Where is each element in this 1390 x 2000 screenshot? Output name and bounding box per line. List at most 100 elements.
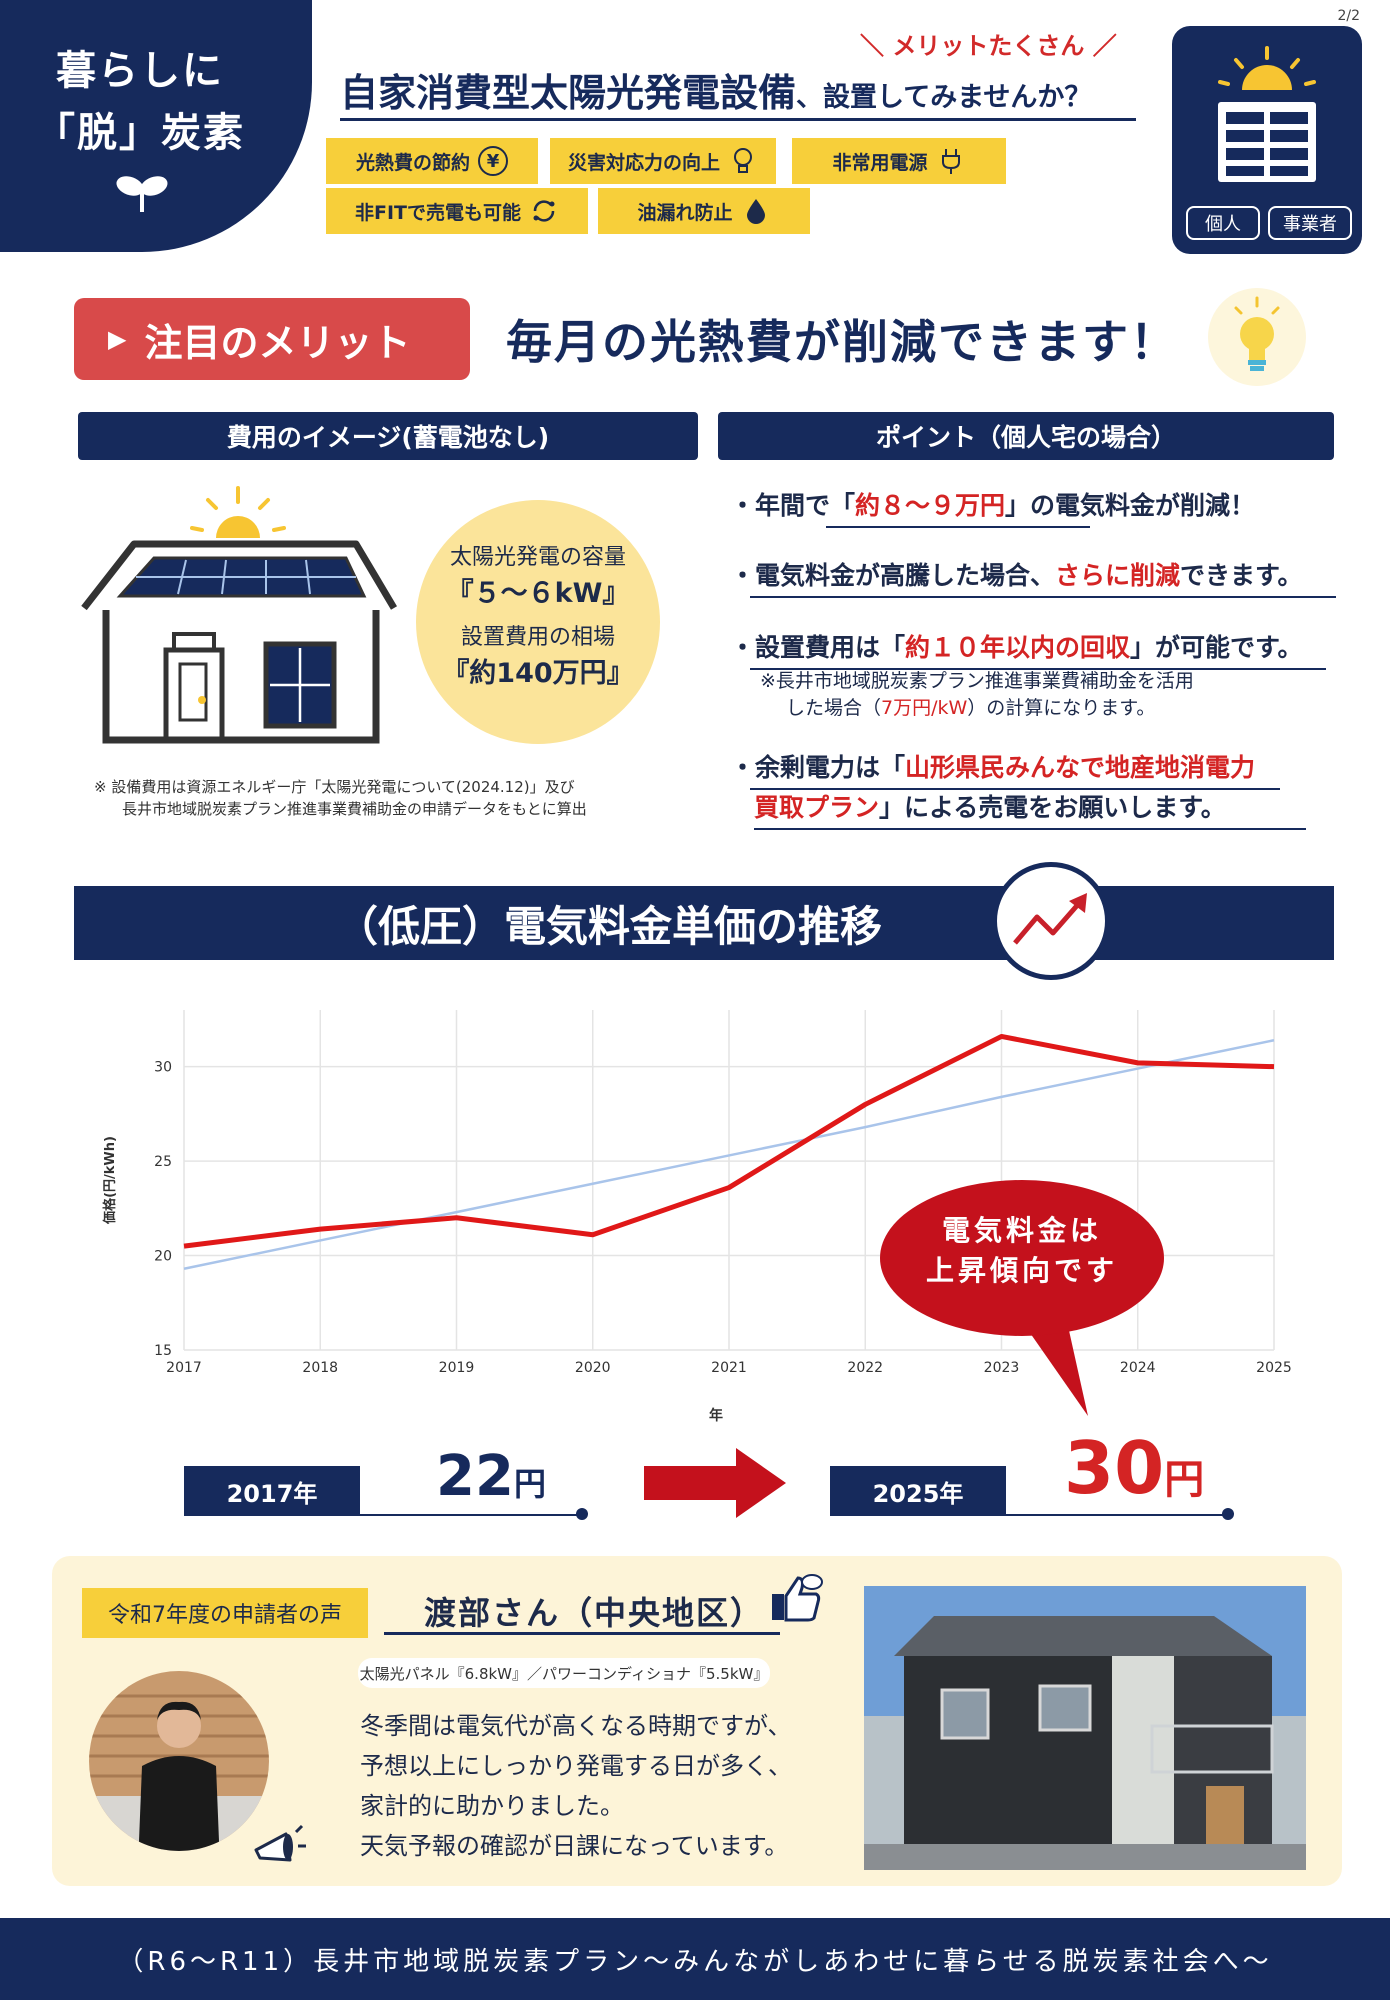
from-dot [576, 1508, 588, 1520]
page-number: 2/2 [1337, 8, 1360, 24]
points-heading: ポイント（個人宅の場合） [718, 412, 1334, 460]
light-bulb-icon [1234, 296, 1280, 371]
cycle-icon [529, 196, 559, 226]
bulb-icon [728, 146, 758, 176]
house-photo [864, 1586, 1306, 1870]
point-3-note: ※長井市地域脱炭素プラン推進事業費補助金を活用 した場合（7万円/kW）の計算に… [760, 668, 1194, 722]
x-tick-label: 2021 [711, 1360, 747, 1376]
to-underline [1006, 1514, 1228, 1516]
price-series-line [183, 1033, 1275, 1249]
x-axis-label: 年 [709, 1407, 723, 1424]
from-underline [360, 1514, 580, 1516]
price-label: 設置費用の相場 [460, 625, 615, 650]
speech-bubble: 電気料金は 上昇傾向です [880, 1180, 1164, 1416]
voice-tag: 令和7年度の申請者の声 [82, 1588, 368, 1638]
applicant-name: 渡部さん（中央地区） [424, 1594, 765, 1632]
x-tick-label: 2017 [166, 1360, 202, 1376]
main-title-text: 自家消費型太陽光発電設備 [340, 71, 797, 115]
bulb-badge [1208, 288, 1306, 386]
cost-footnote: ※ 設備費用は資源エネルギー庁「太陽光発電について(2024.12)」及び 長井… [94, 776, 587, 820]
comment-line: 天気予報の確認が日課になっています。 [360, 1832, 789, 1860]
x-tick-label: 2023 [984, 1360, 1020, 1376]
tag-label: 非FITで売電も可能 [354, 201, 521, 224]
footnote-line-1: ※ 設備費用は資源エネルギー庁「太陽光発電について(2024.12)」及び [94, 778, 575, 796]
attention-banner: ▶ 注目のメリット [74, 298, 470, 380]
to-price-unit: 円 [1164, 1457, 1205, 1503]
house-illustration [81, 486, 398, 744]
capacity-value: 『５～６kW』 [446, 578, 630, 609]
callout-line-1: 電気料金は [942, 1214, 1102, 1247]
target-panel: 個人 事業者 [1172, 26, 1362, 254]
comment-line: 冬季間は電気代が高くなる時期ですが、 [360, 1712, 792, 1740]
to-price: 30円 [1064, 1426, 1204, 1510]
attention-label: 注目のメリット [144, 320, 411, 365]
footnote-line-2: 長井市地域脱炭素プラン推進事業費補助金の申請データをもとに算出 [122, 800, 587, 818]
plug-icon [936, 146, 966, 176]
decarbon-badge: 暮らしに 「脱」炭素 [0, 0, 312, 252]
footer-banner: （R6～R11）長井市地域脱炭素プラン～みんながしあわせに暮らせる脱炭素社会へ～ [0, 1918, 1390, 2000]
cost-circle: 太陽光発電の容量 『５～６kW』 設置費用の相場 『約140万円』 [416, 500, 660, 744]
equipment-spec: 太陽光パネル『6.8kW』／パワーコンディショナ『5.5kW』 [358, 1658, 770, 1688]
from-year: 2017年 [184, 1466, 360, 1516]
merit-note: ＼ メリットたくさん ／ [860, 32, 1117, 60]
individual-button: 個人 [1186, 206, 1260, 240]
point-3-note-line-2: した場合（7万円/kW）の計算になります。 [786, 697, 1156, 719]
yen-icon: ¥ [478, 146, 508, 176]
point-1: ・年間で「約８～９万円」の電気料金が削減！ [730, 486, 1255, 528]
trend-series-line [183, 1038, 1275, 1271]
comment-line: 家計的に助かりました。 [360, 1792, 624, 1820]
callout-line-2: 上昇傾向です [926, 1254, 1118, 1287]
y-axis-label: 価格(円/kWh) [102, 1136, 118, 1225]
x-tick-label: 2020 [575, 1360, 611, 1376]
from-price: 22円 [436, 1444, 546, 1509]
solar-panel-icon [1218, 46, 1316, 182]
tag-label: 光熱費の節約 [355, 151, 470, 174]
play-triangle-icon: ▶ [108, 325, 127, 353]
title-underline [340, 118, 1136, 121]
to-dot [1222, 1508, 1234, 1520]
x-tick-label: 2018 [302, 1360, 338, 1376]
trend-badge [992, 862, 1110, 980]
y-tick-label: 25 [154, 1154, 172, 1170]
x-tick-label: 2019 [439, 1360, 475, 1376]
comment-line: 予想以上にしっかり発電する日が多く、 [360, 1752, 792, 1780]
badge-line-2: 「脱」炭素 [35, 110, 245, 156]
tag-label: 災害対応力の向上 [567, 151, 720, 174]
voice-comment: 冬季間は電気代が高くなる時期ですが、 予想以上にしっかり発電する日が多く、 家計… [360, 1706, 792, 1866]
tag-oil-leak: 油漏れ防止 [598, 188, 810, 234]
to-year: 2025年 [830, 1466, 1006, 1516]
capacity-label: 太陽光発電の容量 [449, 545, 626, 570]
x-tick-label: 2024 [1120, 1360, 1156, 1376]
tag-energy-saving: 光熱費の節約 ¥ [326, 138, 538, 184]
point-4-continued: 買取プラン」による売電をお願いします。 [754, 788, 1306, 830]
thumbs-up-icon [772, 1574, 823, 1622]
tag-emergency-power: 非常用電源 [792, 138, 1006, 184]
badge-line-1: 暮らしに [56, 48, 224, 94]
point-2: ・電気料金が高騰した場合、さらに削減できます。 [730, 556, 1336, 598]
point-3-note-line-1: ※長井市地域脱炭素プラン推進事業費補助金を活用 [760, 670, 1194, 692]
chart-section-title: （低圧）電気料金単価の推移 [74, 886, 1334, 960]
price-trend-chart: 2017 2018 2019 2020 2021 2022 2023 2024 20251520… [102, 1010, 1292, 1424]
business-button: 事業者 [1268, 206, 1352, 240]
y-tick-label: 30 [154, 1060, 172, 1076]
from-price-unit: 円 [513, 1465, 546, 1503]
point-4: ・余剰電力は「山形県民みんなで地産地消電力 [730, 748, 1280, 790]
tag-label: 油漏れ防止 [637, 201, 733, 224]
y-tick-label: 20 [154, 1249, 172, 1265]
x-tick-label: 2025 [1256, 1360, 1292, 1376]
arrow-right-icon [644, 1448, 786, 1518]
sprout-icon [116, 176, 168, 212]
to-price-value: 30 [1064, 1426, 1165, 1510]
tag-label: 非常用電源 [832, 151, 928, 174]
x-tick-label: 2022 [847, 1360, 883, 1376]
y-tick-label: 15 [154, 1343, 172, 1359]
from-price-value: 22 [436, 1444, 514, 1509]
cost-heading: 費用のイメージ(蓄電池なし) [78, 412, 698, 460]
name-underline [384, 1632, 780, 1635]
tag-non-fit: 非FITで売電も可能 [326, 188, 588, 234]
megaphone-icon [254, 1824, 306, 1862]
headline: 毎月の光熱費が削減できます！ [506, 315, 1178, 369]
trend-up-icon [1013, 893, 1087, 945]
tag-disaster: 災害対応力の向上 [550, 138, 776, 184]
drop-icon [741, 196, 771, 226]
